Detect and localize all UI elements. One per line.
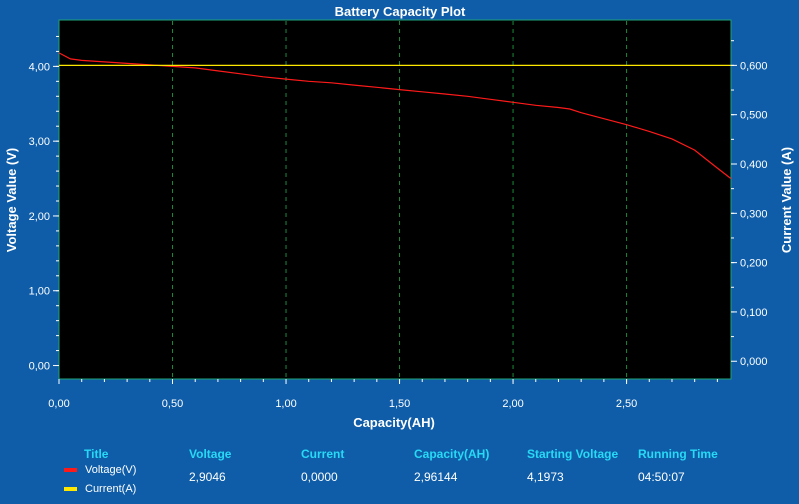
y2-tick-label: 0,400 [740, 159, 768, 171]
y-tick-label: 1,00 [29, 286, 50, 298]
y2-tick-label: 0,500 [740, 110, 768, 122]
legend-swatch-voltage [64, 468, 77, 472]
title-header: Title [84, 447, 109, 461]
y-tick-label: 2,00 [29, 211, 50, 223]
y2-tick-label: 0,200 [740, 258, 768, 270]
starting-voltage-value: 4,1973 [527, 470, 564, 484]
y2-tick-label: 0,600 [740, 60, 768, 72]
chart-title: Battery Capacity Plot [335, 4, 466, 19]
x-tick-label: 0,00 [48, 398, 69, 410]
series-layer [58, 52, 732, 180]
y-axis-label-left: Voltage Value (V) [4, 148, 19, 253]
current-value: 0,0000 [301, 470, 338, 484]
voltage-value: 2,9046 [189, 470, 226, 484]
x-tick-label: 1,00 [275, 398, 296, 410]
capacity-value: 2,96144 [414, 470, 458, 484]
y2-tick-label: 0,000 [740, 356, 768, 368]
legend-label-current: Current(A) [85, 483, 137, 495]
legend-swatch-current [64, 487, 77, 491]
y-tick-label: 4,00 [29, 61, 50, 73]
y-tick-label: 0,00 [29, 361, 50, 373]
y-axis-label-right: Current Value (A) [779, 147, 794, 253]
legend-item-voltage: Voltage(V) [64, 464, 136, 476]
axes: 0,00 0,50 1,00 1,50 2,00 2,50 0,00 1,00 2,00 3,00… [29, 35, 768, 410]
y2-tick-label: 0,300 [740, 208, 768, 220]
current-header: Current [301, 447, 345, 461]
running-time-value: 04:50:07 [638, 470, 685, 484]
x-tick-label: 1,50 [389, 398, 410, 410]
x-axis-label: Capacity(AH) [353, 415, 435, 430]
starting-voltage-header: Starting Voltage [527, 447, 619, 461]
legend-item-current: Current(A) [64, 483, 136, 495]
capacity-header: Capacity(AH) [414, 447, 490, 461]
voltage-header: Voltage [189, 447, 232, 461]
plot-area [58, 19, 732, 380]
running-time-header: Running Time [638, 447, 718, 461]
x-tick-label: 0,50 [162, 398, 183, 410]
x-tick-label: 2,50 [616, 398, 637, 410]
legend-label-voltage: Voltage(V) [85, 464, 137, 476]
grid-lines [172, 21, 628, 378]
y2-tick-label: 0,100 [740, 307, 768, 319]
y-tick-label: 3,00 [29, 136, 50, 148]
x-tick-label: 2,00 [502, 398, 523, 410]
